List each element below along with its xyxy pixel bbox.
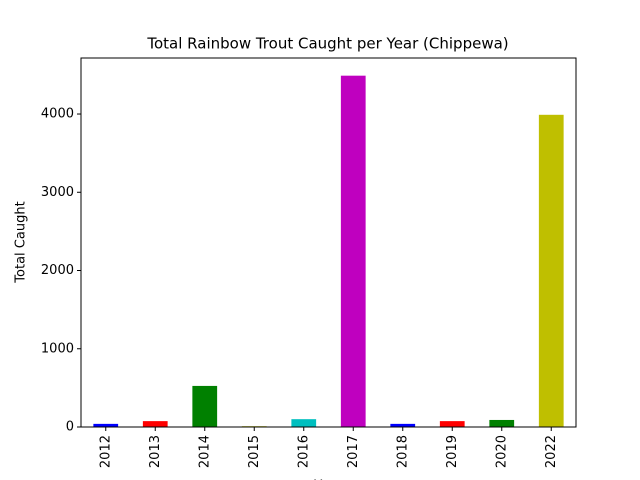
- bar: [489, 419, 515, 427]
- bar: [142, 421, 168, 427]
- x-tick-label: 2018: [395, 435, 410, 468]
- x-tick-label: 2020: [494, 435, 509, 468]
- bar: [439, 421, 465, 427]
- y-axis-label: Total Caught: [14, 201, 29, 283]
- y-tick-label: 4000: [41, 107, 74, 122]
- x-tick-label: 2022: [544, 435, 559, 468]
- x-tick-label: 2017: [346, 435, 361, 468]
- bar: [291, 419, 317, 427]
- x-tick-label: 2014: [197, 435, 212, 468]
- y-tick-label: 2000: [41, 263, 74, 278]
- x-tick-label: 2013: [148, 435, 163, 468]
- y-tick-label: 3000: [41, 185, 74, 200]
- x-tick-label: 2016: [296, 435, 311, 468]
- bar: [390, 423, 416, 427]
- x-tick-label: 2019: [445, 435, 460, 468]
- axes-frame: [80, 57, 577, 428]
- x-axis-label: Year: [313, 479, 342, 480]
- y-tick-label: 1000: [41, 341, 74, 356]
- bar: [192, 385, 218, 427]
- bar: [93, 423, 119, 427]
- x-tick-label: 2015: [247, 435, 262, 468]
- x-tick-label: 2012: [98, 435, 113, 468]
- plot-area: 0 1000 2000 3000 4000 2012 2013 2014 2015 2016 201…: [41, 75, 564, 468]
- bar: [538, 114, 564, 427]
- y-tick-label: 0: [66, 420, 74, 435]
- bar: [340, 75, 366, 428]
- chart-title: Total Rainbow Trout Caught per Year (Chi…: [146, 35, 508, 53]
